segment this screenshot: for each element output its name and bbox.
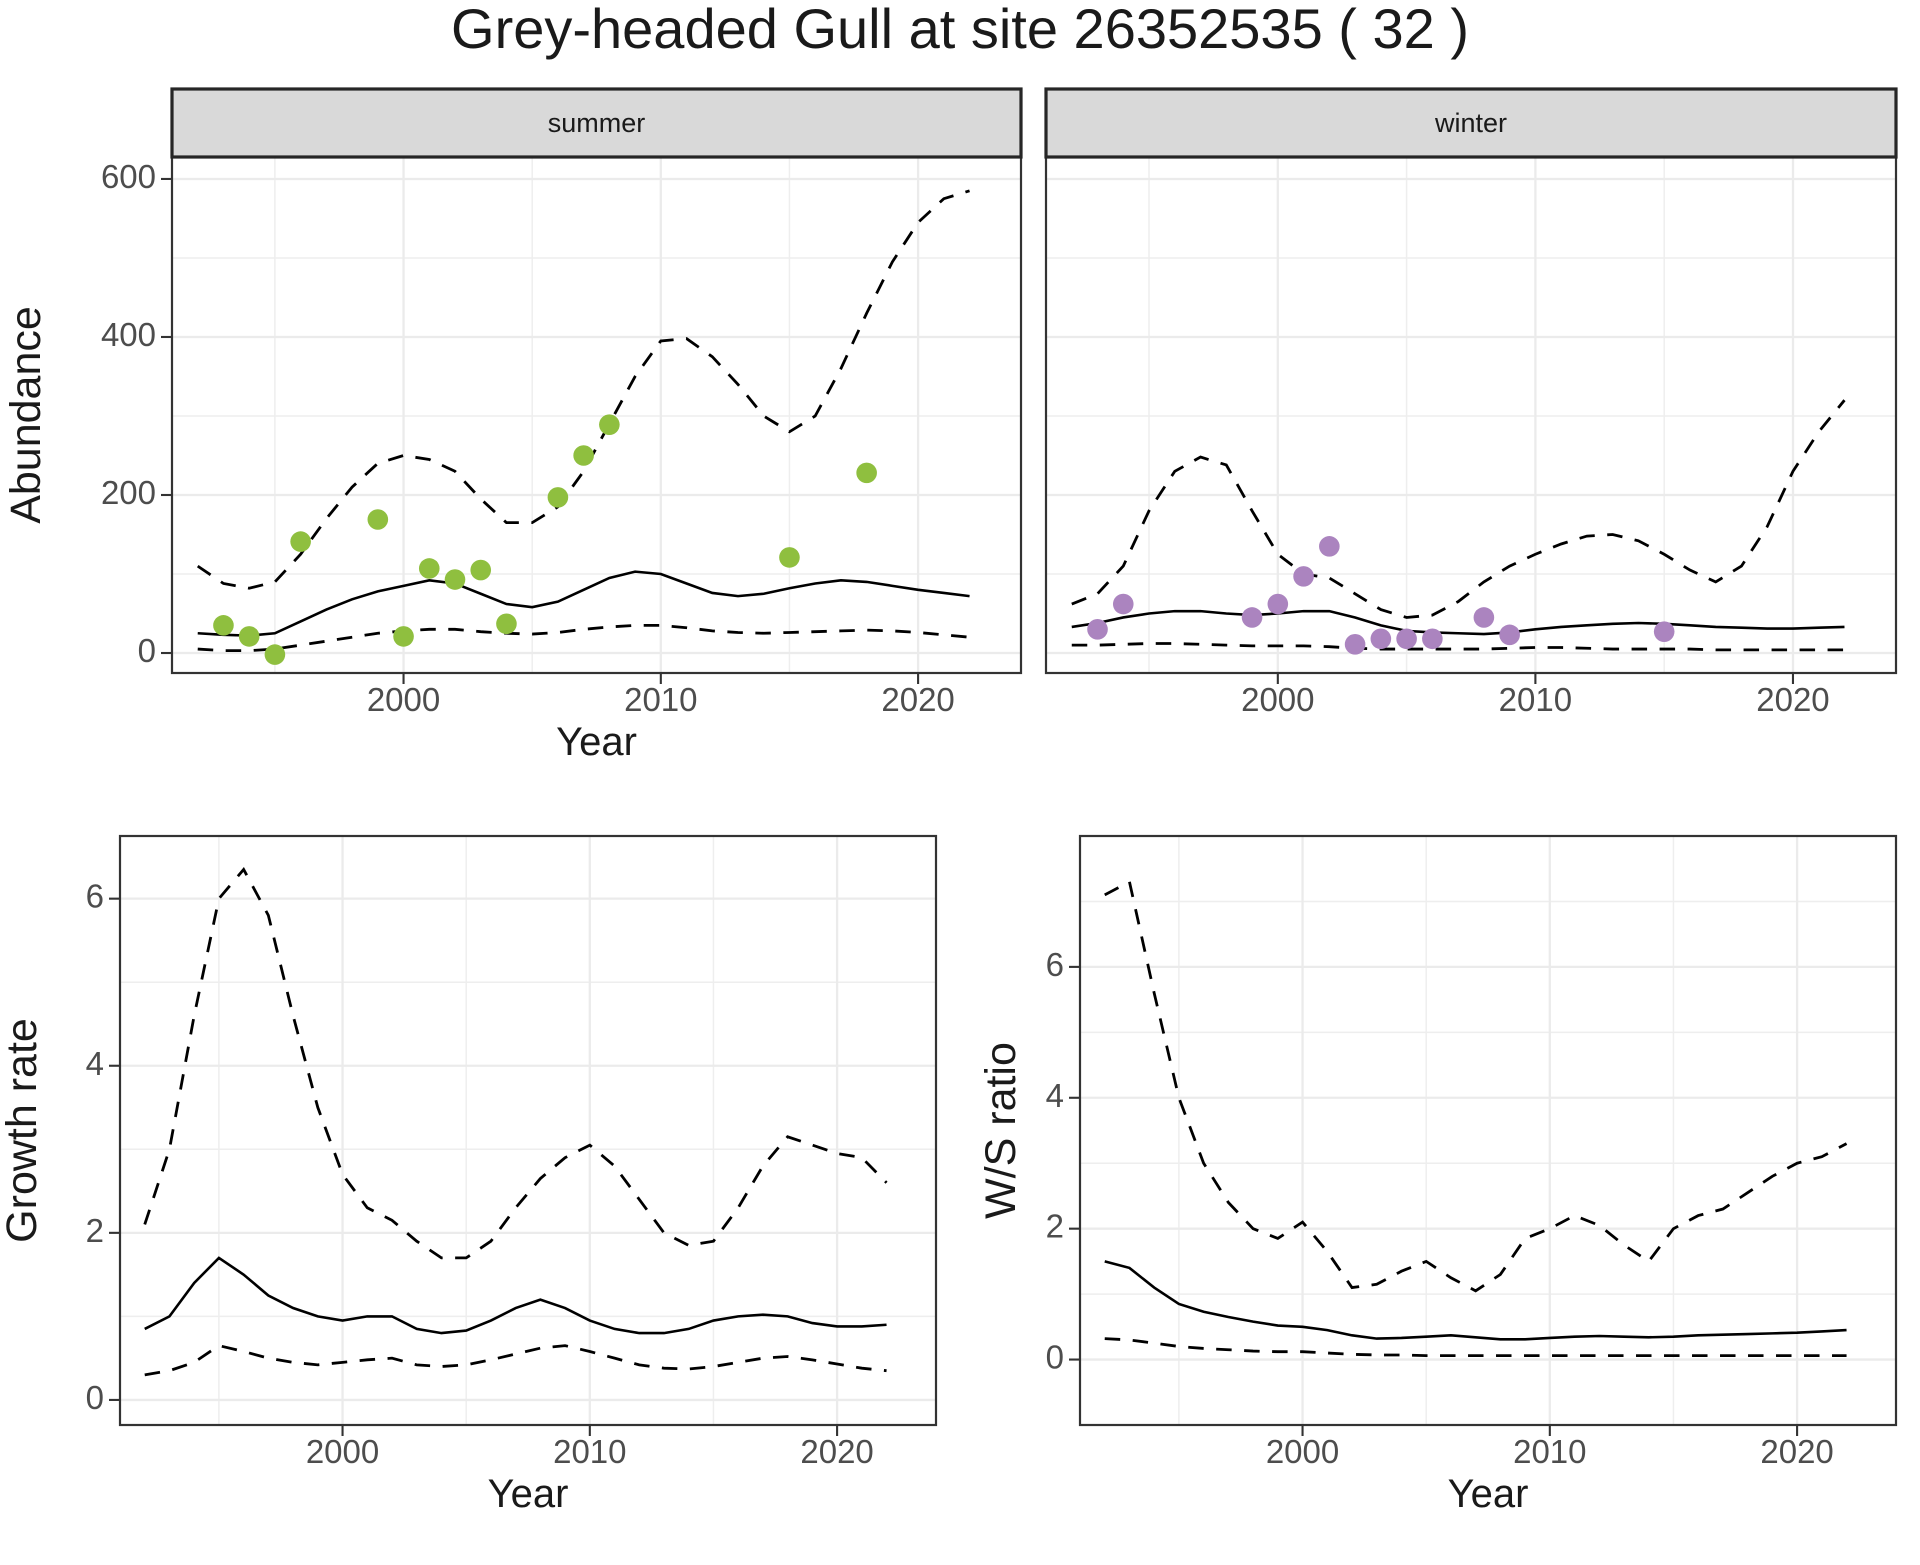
svg-text:Year: Year: [1448, 1472, 1529, 1516]
svg-text:400: 400: [101, 316, 156, 353]
svg-text:winter: winter: [1434, 108, 1507, 138]
svg-text:0: 0: [1046, 1339, 1064, 1376]
svg-text:2000: 2000: [1241, 681, 1314, 718]
svg-text:2020: 2020: [800, 1433, 873, 1470]
svg-text:2010: 2010: [553, 1433, 626, 1470]
svg-text:2: 2: [1046, 1208, 1064, 1245]
svg-text:0: 0: [138, 632, 156, 669]
svg-text:2010: 2010: [624, 681, 697, 718]
svg-text:6: 6: [1046, 946, 1064, 983]
svg-text:2020: 2020: [1756, 681, 1829, 718]
svg-text:Abundance: Abundance: [2, 306, 50, 524]
svg-text:2000: 2000: [1266, 1433, 1339, 1470]
svg-text:2020: 2020: [881, 681, 954, 718]
svg-text:2010: 2010: [1513, 1433, 1586, 1470]
svg-text:summer: summer: [548, 108, 646, 138]
svg-text:6: 6: [86, 878, 104, 915]
svg-text:Growth rate: Growth rate: [0, 1018, 46, 1243]
svg-text:4: 4: [1046, 1077, 1064, 1114]
svg-text:2: 2: [86, 1212, 104, 1249]
svg-text:2000: 2000: [367, 681, 440, 718]
svg-text:600: 600: [101, 158, 156, 195]
svg-text:0: 0: [86, 1379, 104, 1416]
svg-text:200: 200: [101, 474, 156, 511]
svg-text:2010: 2010: [1499, 681, 1572, 718]
svg-text:W/S ratio: W/S ratio: [977, 1042, 1025, 1219]
svg-text:2000: 2000: [306, 1433, 379, 1470]
svg-text:Year: Year: [556, 720, 637, 764]
svg-text:2020: 2020: [1760, 1433, 1833, 1470]
svg-text:Year: Year: [488, 1472, 569, 1516]
svg-text:4: 4: [86, 1045, 104, 1082]
